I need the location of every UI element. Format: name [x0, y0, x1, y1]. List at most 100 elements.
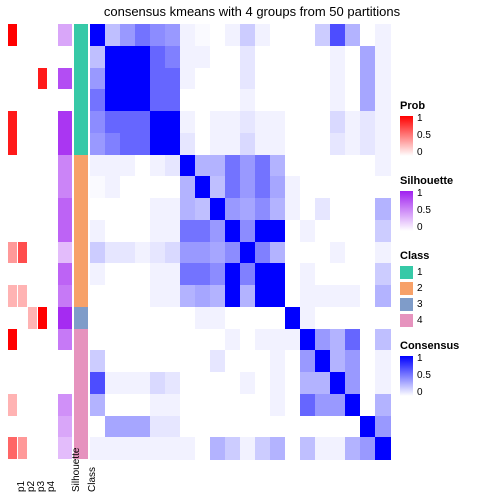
- p-cell: [8, 285, 17, 307]
- hm-cell: [360, 285, 376, 307]
- p-cell: [38, 198, 47, 220]
- hm-cell: [150, 89, 166, 111]
- p-cell: [38, 24, 47, 46]
- p-cell: [28, 111, 37, 133]
- p-cell: [8, 176, 17, 198]
- hm-cell: [210, 437, 226, 459]
- p-cell: [38, 89, 47, 111]
- hm-cell: [255, 263, 271, 285]
- p-cell: [8, 155, 17, 177]
- hm-cell: [345, 46, 361, 68]
- hm-cell: [165, 155, 181, 177]
- class-cell: [74, 198, 88, 220]
- hm-cell: [300, 416, 316, 438]
- legend-title: Silhouette: [400, 175, 453, 187]
- p-cell: [18, 394, 27, 416]
- hm-cell: [375, 437, 391, 459]
- p-cell: [18, 220, 27, 242]
- sil-cell: [58, 220, 72, 242]
- hm-cell: [135, 111, 151, 133]
- hm-cell: [195, 176, 211, 198]
- hm-cell: [255, 46, 271, 68]
- hm-cell: [165, 24, 181, 46]
- hm-cell: [315, 24, 331, 46]
- hm-cell: [345, 111, 361, 133]
- legend-gradient: [400, 116, 413, 156]
- hm-cell: [240, 198, 256, 220]
- hm-cell: [360, 89, 376, 111]
- hm-cell: [345, 372, 361, 394]
- sil-cell: [58, 176, 72, 198]
- hm-cell: [195, 285, 211, 307]
- class-cell: [74, 307, 88, 329]
- p-cell: [28, 89, 37, 111]
- hm-cell: [300, 89, 316, 111]
- hm-cell: [165, 68, 181, 90]
- p-cell: [18, 329, 27, 351]
- hm-cell: [315, 242, 331, 264]
- hm-cell: [225, 285, 241, 307]
- p-cell: [18, 133, 27, 155]
- hm-cell: [90, 220, 106, 242]
- hm-cell: [285, 89, 301, 111]
- hm-cell: [270, 111, 286, 133]
- hm-cell: [150, 46, 166, 68]
- p-cell: [28, 394, 37, 416]
- hm-cell: [135, 437, 151, 459]
- hm-cell: [180, 329, 196, 351]
- hm-cell: [90, 68, 106, 90]
- hm-cell: [255, 133, 271, 155]
- hm-cell: [270, 394, 286, 416]
- hm-cell: [270, 350, 286, 372]
- p-cell: [8, 307, 17, 329]
- hm-cell: [285, 133, 301, 155]
- hm-cell: [210, 285, 226, 307]
- legend-swatch: [400, 266, 413, 279]
- hm-cell: [180, 68, 196, 90]
- sil-cell: [58, 68, 72, 90]
- class-cell: [74, 416, 88, 438]
- hm-cell: [255, 285, 271, 307]
- hm-cell: [105, 263, 121, 285]
- hm-cell: [300, 394, 316, 416]
- p-cell: [18, 307, 27, 329]
- hm-cell: [105, 111, 121, 133]
- hm-cell: [240, 68, 256, 90]
- hm-cell: [270, 416, 286, 438]
- hm-cell: [330, 329, 346, 351]
- hm-cell: [120, 198, 136, 220]
- hm-cell: [135, 416, 151, 438]
- class-cell: [74, 176, 88, 198]
- hm-cell: [240, 329, 256, 351]
- hm-cell: [330, 198, 346, 220]
- hm-cell: [135, 372, 151, 394]
- hm-cell: [105, 24, 121, 46]
- class-cell: [74, 263, 88, 285]
- sil-cell: [58, 89, 72, 111]
- p-cell: [18, 24, 27, 46]
- hm-cell: [120, 329, 136, 351]
- hm-cell: [120, 372, 136, 394]
- hm-cell: [330, 416, 346, 438]
- hm-cell: [210, 89, 226, 111]
- hm-cell: [285, 220, 301, 242]
- hm-cell: [180, 394, 196, 416]
- hm-cell: [255, 89, 271, 111]
- hm-cell: [195, 350, 211, 372]
- hm-cell: [195, 394, 211, 416]
- hm-cell: [90, 111, 106, 133]
- hm-cell: [225, 68, 241, 90]
- p-cell: [28, 155, 37, 177]
- hm-cell: [135, 263, 151, 285]
- hm-cell: [180, 263, 196, 285]
- hm-cell: [300, 24, 316, 46]
- hm-cell: [105, 437, 121, 459]
- hm-cell: [300, 198, 316, 220]
- hm-cell: [345, 176, 361, 198]
- hm-cell: [180, 437, 196, 459]
- hm-cell: [300, 329, 316, 351]
- hm-cell: [105, 198, 121, 220]
- hm-cell: [300, 46, 316, 68]
- hm-cell: [165, 285, 181, 307]
- hm-cell: [90, 242, 106, 264]
